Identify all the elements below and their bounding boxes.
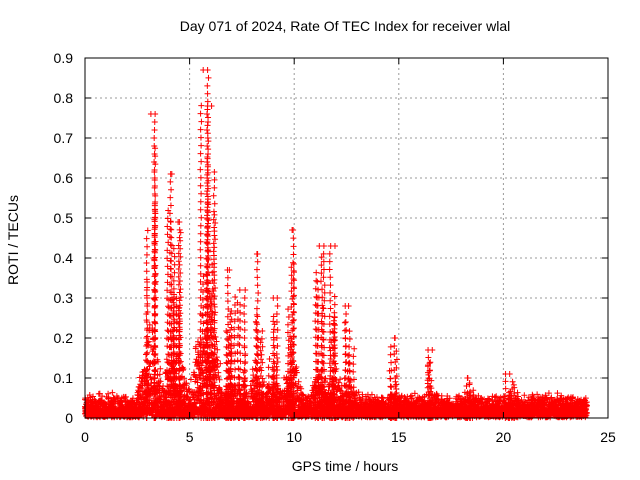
data-point — [198, 339, 205, 346]
data-point — [192, 373, 199, 380]
data-point — [114, 396, 121, 403]
data-point — [136, 383, 143, 390]
data-point — [99, 393, 106, 400]
data-points — [82, 67, 590, 421]
data-point — [105, 395, 112, 402]
data-point — [157, 392, 164, 399]
data-point — [180, 365, 187, 372]
data-point — [186, 385, 193, 392]
data-point — [138, 385, 145, 392]
data-point — [163, 356, 170, 363]
data-point — [179, 367, 186, 374]
data-point — [180, 385, 187, 392]
data-point — [192, 343, 199, 350]
data-point — [146, 321, 153, 328]
data-point — [183, 380, 190, 387]
data-point — [157, 378, 164, 385]
data-point — [162, 394, 169, 401]
data-point — [217, 360, 224, 367]
data-point — [109, 389, 116, 396]
data-point — [156, 371, 163, 378]
data-point — [90, 393, 97, 400]
data-point — [157, 365, 164, 372]
data-point — [187, 376, 194, 383]
data-point — [141, 378, 148, 385]
data-point — [197, 397, 204, 404]
data-point — [163, 394, 170, 401]
data-point — [140, 413, 147, 420]
